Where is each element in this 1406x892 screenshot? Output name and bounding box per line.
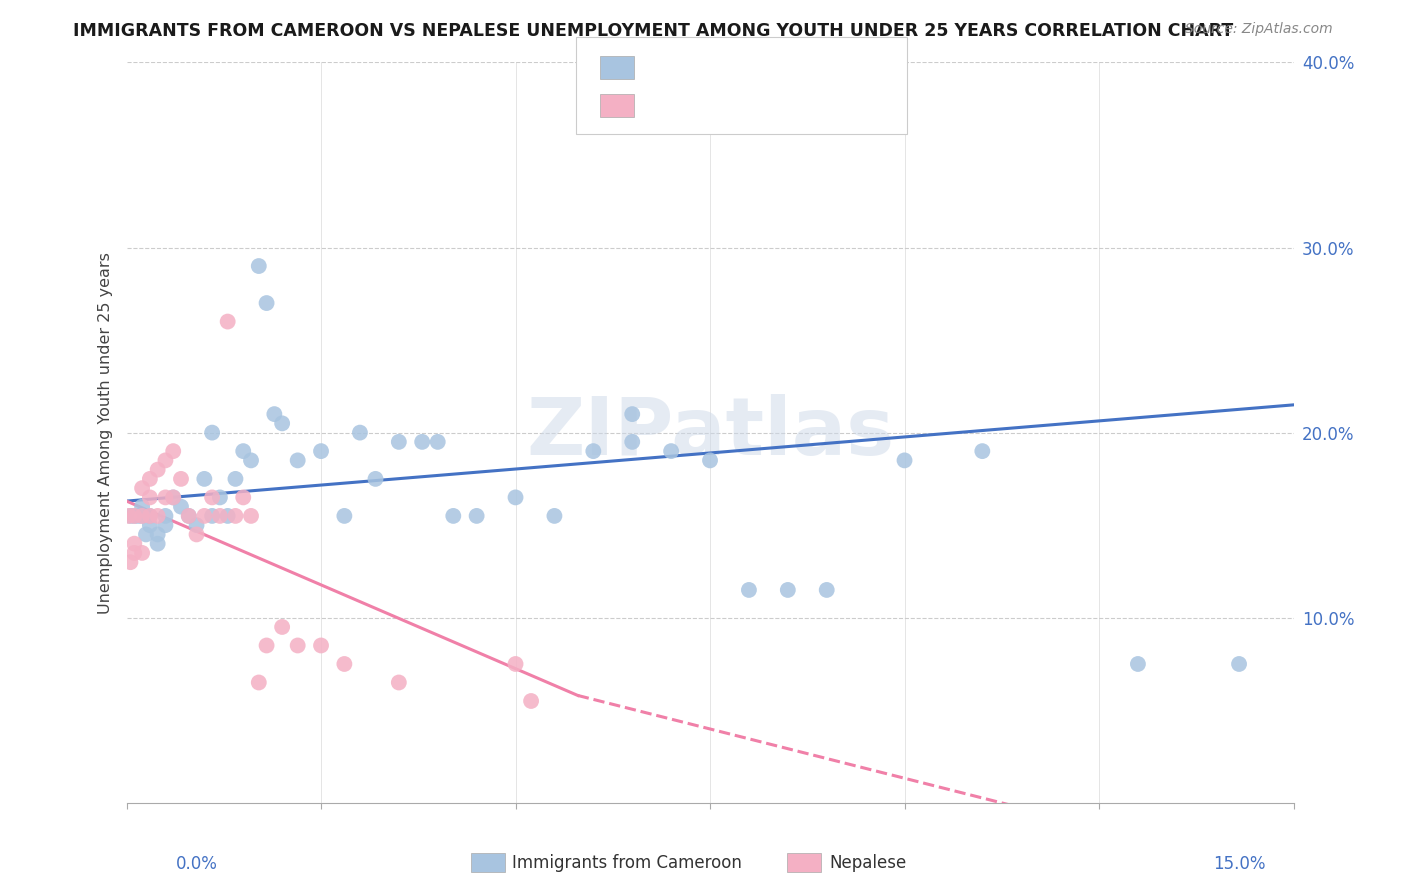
Point [120,555,142,569]
Point [155,453,177,467]
Point [127,508,149,523]
Point [263,407,285,421]
Point [131,481,153,495]
Point [186,527,208,541]
Point [193,508,215,523]
Point [201,425,224,440]
Point [162,491,184,505]
Point [364,472,387,486]
Point [155,491,177,505]
Point [543,508,565,523]
Point [131,500,153,514]
Point [162,491,184,505]
Point [309,639,332,653]
Point [124,508,146,523]
Point [217,508,239,523]
Point [124,536,146,550]
Point [131,508,153,523]
Text: IMMIGRANTS FROM CAMEROON VS NEPALESE UNEMPLOYMENT AMONG YOUTH UNDER 25 YEARS COR: IMMIGRANTS FROM CAMEROON VS NEPALESE UNE… [73,22,1233,40]
Point [699,453,721,467]
Point [247,675,270,690]
Point [520,694,543,708]
Point [349,425,371,440]
Point [124,508,146,523]
Point [271,417,294,431]
Point [208,491,231,505]
Point [224,472,246,486]
Point [131,546,153,560]
Point [155,508,177,523]
Point [1126,657,1149,671]
Text: R =   0.178    N = 52: R = 0.178 N = 52 [643,60,815,78]
Point [186,518,208,533]
Point [388,675,411,690]
Point [256,639,278,653]
Text: R = -0.477    N = 36: R = -0.477 N = 36 [643,97,811,115]
Point [240,453,263,467]
Point [201,508,224,523]
Point [256,296,278,310]
Text: 0.0%: 0.0% [176,855,218,872]
Point [139,508,162,523]
Point [139,508,162,523]
Point [224,508,246,523]
Point [232,444,254,458]
Point [776,582,799,597]
Point [170,472,193,486]
Point [177,508,200,523]
Point [135,527,157,541]
Point [155,518,177,533]
Point [232,491,254,505]
Text: Immigrants from Cameroon: Immigrants from Cameroon [512,854,741,871]
Point [118,508,141,523]
Point [505,491,527,505]
Point [162,444,184,458]
Point [139,472,162,486]
Point [146,536,169,550]
Point [309,444,332,458]
Point [287,453,309,467]
Point [815,582,838,597]
Text: Nepalese: Nepalese [830,854,907,871]
Point [146,508,169,523]
Point [287,639,309,653]
Point [170,500,193,514]
Point [465,508,488,523]
Point [659,444,682,458]
Point [582,444,605,458]
Point [146,462,169,476]
Point [893,453,915,467]
Point [505,657,527,671]
Point [333,657,356,671]
Point [146,527,169,541]
Point [388,434,411,449]
Point [1227,657,1250,671]
Y-axis label: Unemployment Among Youth under 25 years: Unemployment Among Youth under 25 years [97,252,112,614]
Point [217,314,239,328]
Text: 15.0%: 15.0% [1213,855,1265,872]
Point [271,620,294,634]
Point [247,259,270,273]
Point [972,444,994,458]
Point [193,472,215,486]
Point [139,518,162,533]
Point [120,508,142,523]
Point [131,508,153,523]
Text: ZIPatlas: ZIPatlas [526,393,894,472]
Point [621,434,644,449]
Point [139,491,162,505]
Point [177,508,200,523]
Point [441,508,464,523]
Point [201,491,224,505]
Point [208,508,231,523]
Point [333,508,356,523]
Point [738,582,761,597]
Point [124,546,146,560]
Point [426,434,449,449]
Text: Source: ZipAtlas.com: Source: ZipAtlas.com [1185,22,1333,37]
Point [621,407,644,421]
Point [240,508,263,523]
Point [411,434,433,449]
